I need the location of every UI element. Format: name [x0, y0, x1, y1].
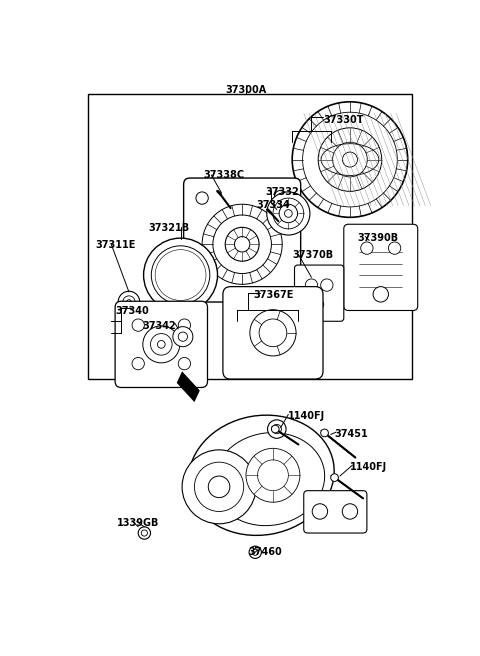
Circle shape [178, 332, 188, 341]
Circle shape [173, 327, 193, 346]
Text: 37340: 37340 [115, 306, 149, 316]
Circle shape [267, 192, 310, 235]
Circle shape [259, 319, 287, 346]
Circle shape [123, 296, 135, 308]
Circle shape [250, 310, 296, 356]
FancyBboxPatch shape [115, 301, 207, 388]
Circle shape [318, 128, 382, 192]
Circle shape [143, 326, 180, 363]
Text: 37300A: 37300A [226, 85, 266, 95]
Circle shape [118, 291, 140, 313]
Circle shape [234, 237, 250, 252]
Text: 37342: 37342 [142, 321, 176, 331]
Circle shape [127, 300, 131, 304]
Circle shape [194, 462, 244, 512]
Text: 1140FJ: 1140FJ [350, 462, 387, 472]
Text: 37367E: 37367E [254, 291, 294, 300]
Circle shape [157, 340, 165, 348]
Circle shape [342, 152, 358, 167]
FancyBboxPatch shape [344, 224, 418, 310]
Polygon shape [177, 371, 200, 402]
Circle shape [305, 279, 318, 291]
Circle shape [285, 210, 292, 217]
Circle shape [178, 358, 191, 370]
Circle shape [279, 204, 298, 222]
Circle shape [321, 279, 333, 291]
Text: 37334: 37334 [256, 200, 290, 211]
Circle shape [361, 242, 373, 255]
Circle shape [271, 425, 279, 433]
Circle shape [144, 238, 217, 312]
Circle shape [273, 198, 304, 229]
Circle shape [132, 358, 144, 370]
Circle shape [141, 530, 147, 536]
Circle shape [178, 272, 184, 278]
Circle shape [302, 112, 397, 207]
Circle shape [312, 504, 328, 519]
Circle shape [275, 190, 287, 203]
Circle shape [252, 549, 258, 556]
Text: 1339GB: 1339GB [117, 518, 159, 527]
Circle shape [132, 319, 144, 331]
Circle shape [246, 448, 300, 502]
Text: 37330T: 37330T [323, 115, 363, 125]
Text: 1140FJ: 1140FJ [288, 411, 325, 421]
Circle shape [138, 527, 151, 539]
Circle shape [182, 450, 256, 523]
Circle shape [388, 242, 401, 255]
Circle shape [151, 246, 210, 304]
Text: 37338C: 37338C [204, 170, 245, 180]
Circle shape [292, 102, 408, 217]
Circle shape [208, 476, 230, 498]
FancyBboxPatch shape [184, 178, 300, 302]
Circle shape [178, 319, 191, 331]
Circle shape [314, 300, 324, 309]
Circle shape [272, 424, 281, 434]
FancyBboxPatch shape [295, 265, 344, 321]
Circle shape [164, 258, 197, 292]
Circle shape [196, 192, 208, 204]
Circle shape [331, 474, 338, 482]
Circle shape [373, 287, 388, 302]
Circle shape [333, 142, 367, 177]
FancyBboxPatch shape [304, 491, 367, 533]
Circle shape [213, 215, 271, 274]
Text: 37460: 37460 [248, 547, 282, 557]
Circle shape [151, 334, 172, 355]
Circle shape [342, 504, 358, 519]
Ellipse shape [189, 415, 334, 535]
Circle shape [202, 204, 282, 284]
Circle shape [225, 228, 259, 261]
Text: 37370B: 37370B [292, 250, 333, 260]
Circle shape [258, 460, 288, 491]
Circle shape [155, 250, 206, 300]
Circle shape [173, 268, 188, 283]
Text: 37451: 37451 [335, 429, 368, 439]
Text: 37311E: 37311E [95, 240, 135, 251]
Bar [88, 94, 411, 379]
Circle shape [267, 420, 286, 438]
Text: 37332: 37332 [265, 186, 299, 197]
Text: 37321B: 37321B [148, 224, 189, 234]
Circle shape [159, 253, 202, 297]
Circle shape [249, 546, 262, 558]
Text: 37390B: 37390B [358, 233, 399, 243]
Circle shape [321, 429, 328, 437]
FancyBboxPatch shape [223, 287, 323, 379]
